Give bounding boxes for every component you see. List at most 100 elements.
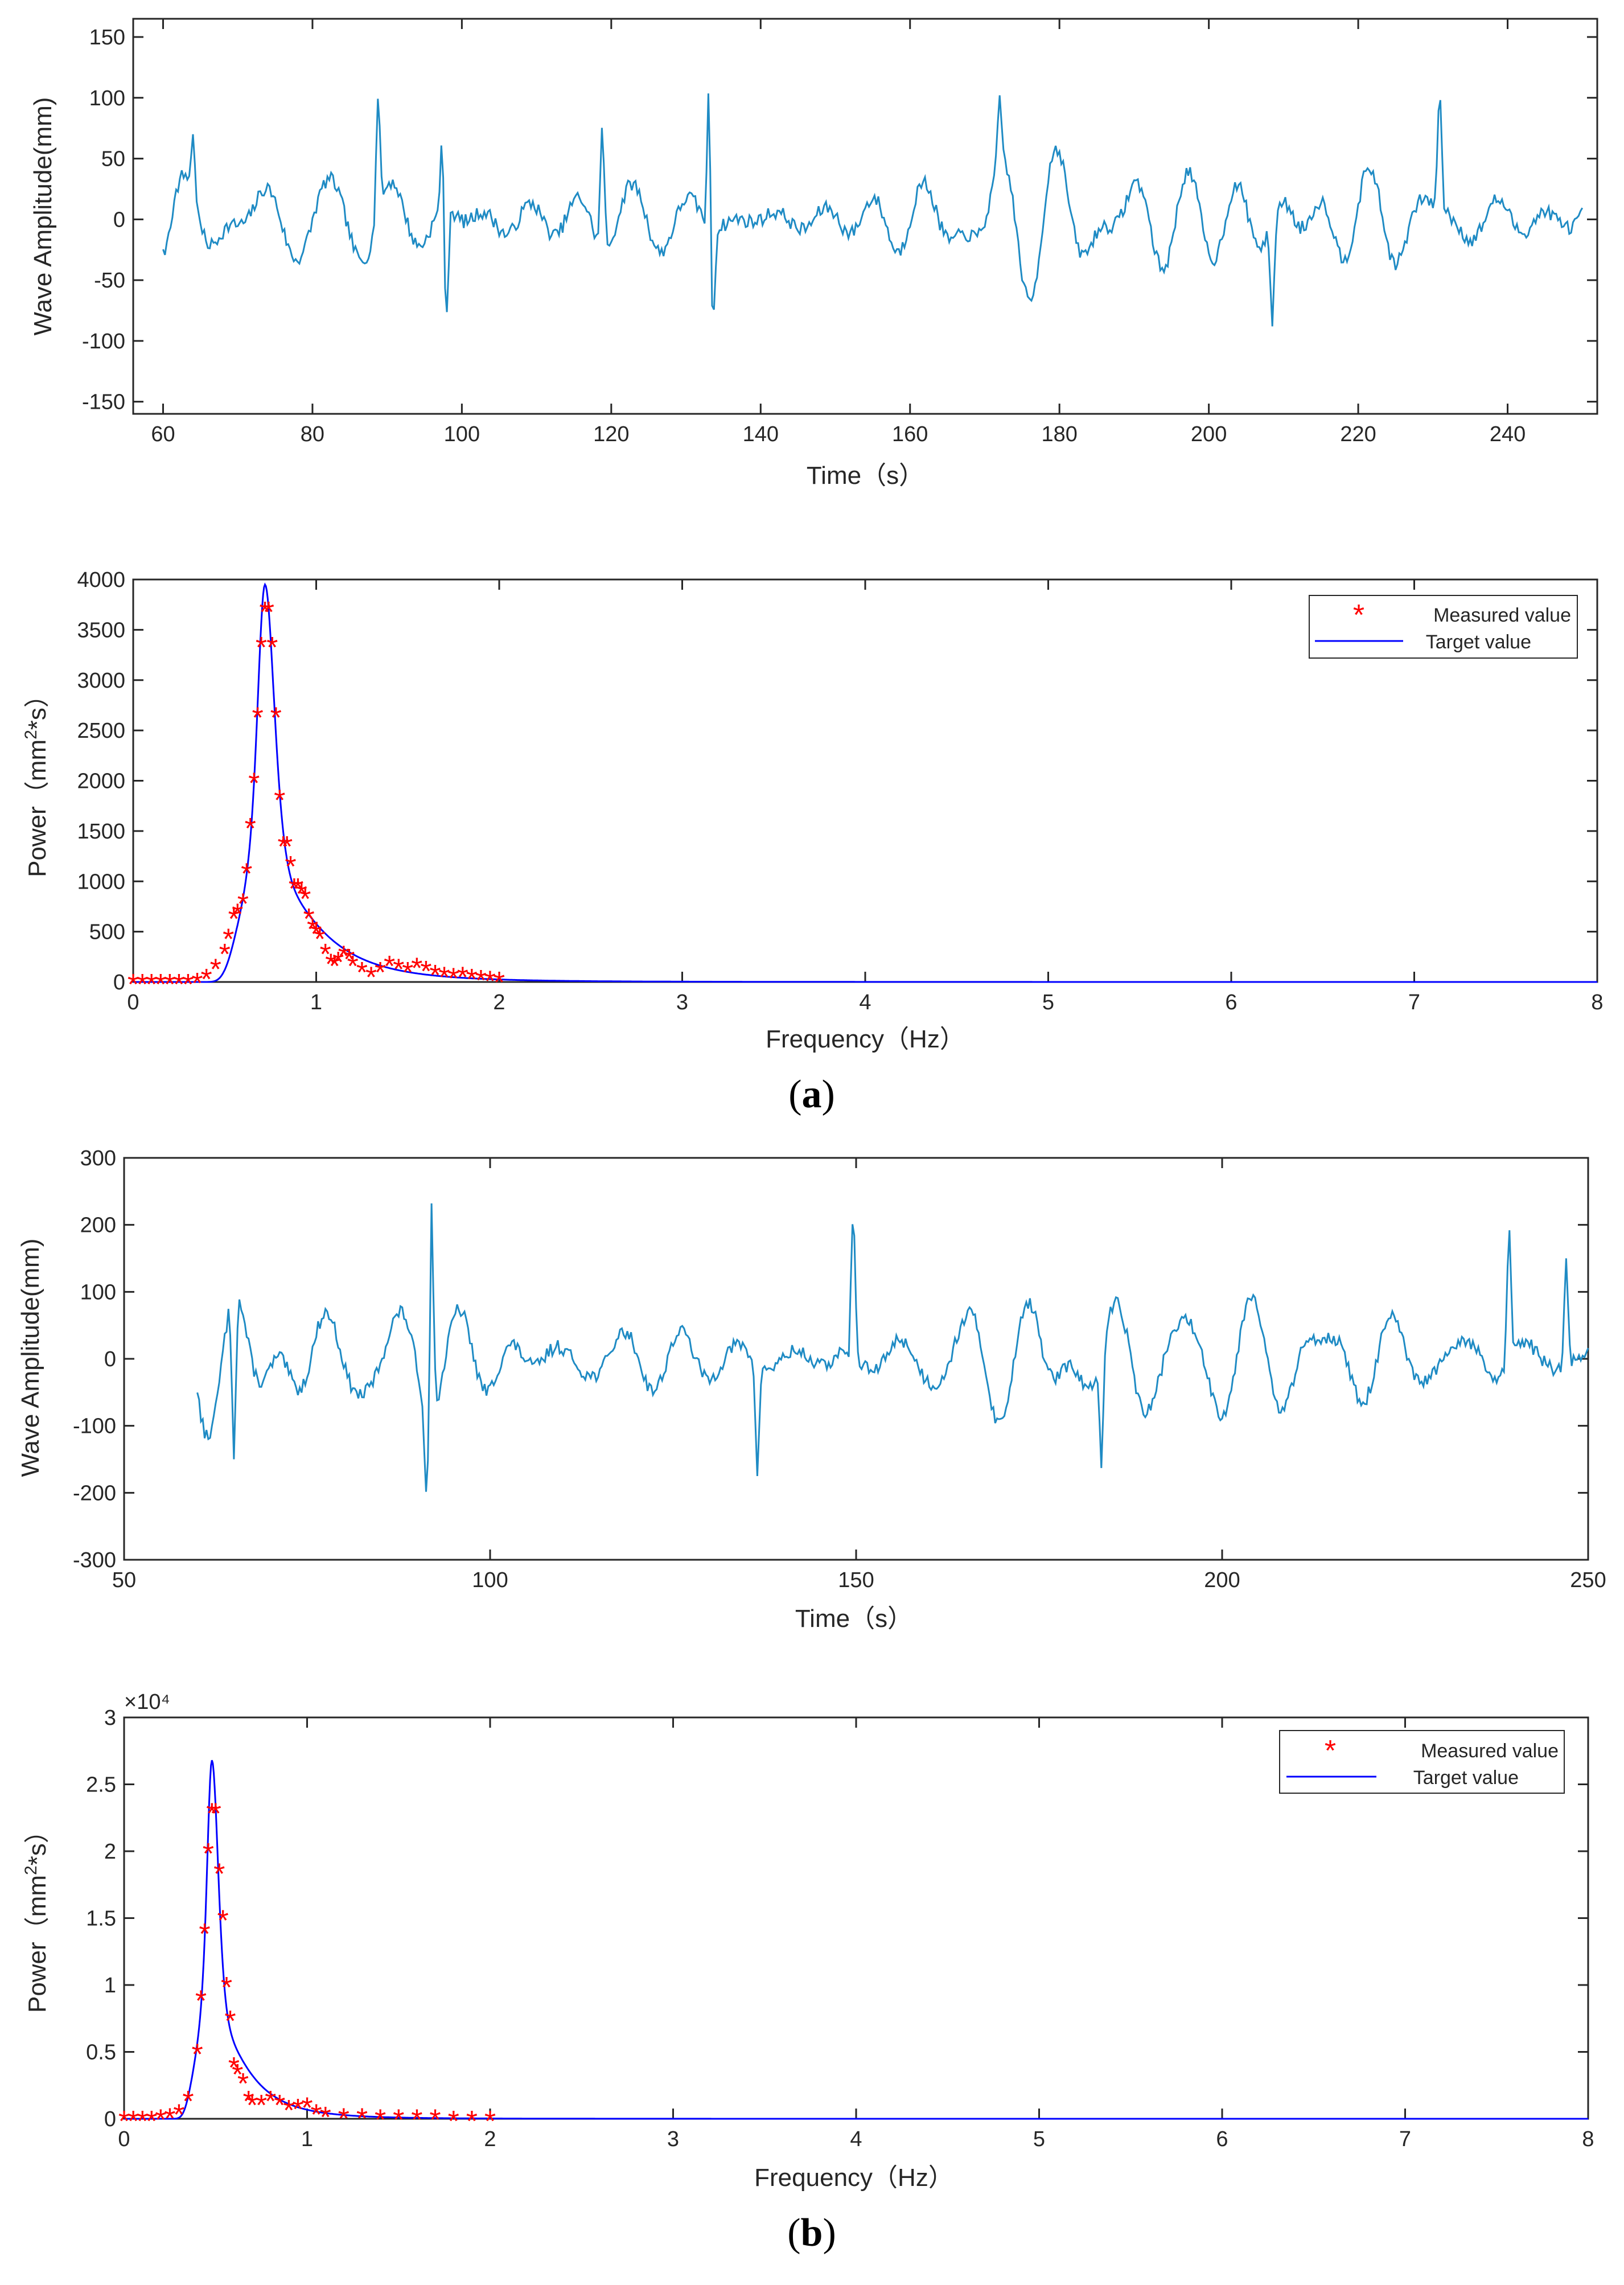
measured-point: * bbox=[210, 954, 221, 987]
legend-label-target: Target value bbox=[1413, 1767, 1519, 1789]
y-axis-label-superscript: 2 bbox=[22, 1865, 40, 1875]
measured-point: * bbox=[384, 950, 395, 983]
measured-point: * bbox=[265, 2085, 276, 2118]
measured-point: * bbox=[228, 2052, 240, 2085]
x-tick-label: 120 bbox=[593, 422, 629, 446]
y-tick-label: 100 bbox=[89, 87, 125, 110]
ticks: 0 1 2 3 4 5 6 7 8 0 0.5 1 1.5 2 2.5 3 bbox=[86, 1706, 1594, 2151]
measured-point: * bbox=[228, 903, 240, 936]
y-tick-label: -50 bbox=[94, 269, 125, 293]
x-tick-label: 4 bbox=[859, 991, 871, 1014]
measured-point: * bbox=[393, 954, 404, 987]
measured-point: * bbox=[448, 2105, 459, 2138]
measured-point: * bbox=[213, 1857, 225, 1891]
x-tick-label: 7 bbox=[1399, 2127, 1411, 2151]
y-tick-label: 50 bbox=[101, 147, 125, 171]
legend-marker-measured: * bbox=[1353, 599, 1364, 632]
measured-point: * bbox=[224, 2005, 236, 2038]
y-tick-label: 1.5 bbox=[86, 1907, 116, 1931]
x-tick-label: 2 bbox=[484, 2127, 496, 2151]
measured-point: * bbox=[242, 2085, 254, 2118]
x-tick-label: 6 bbox=[1225, 991, 1237, 1014]
measured-point: * bbox=[263, 596, 274, 629]
x-axis-label: Frequency（Hz） bbox=[754, 2164, 953, 2192]
measured-point: * bbox=[429, 959, 441, 992]
measured-series-markers: ****************************************… bbox=[128, 596, 505, 1001]
x-tick-label: 3 bbox=[667, 2127, 679, 2151]
y-tick-label: -200 bbox=[73, 1481, 116, 1505]
measured-point: * bbox=[301, 2092, 313, 2125]
measured-point: * bbox=[146, 968, 157, 1001]
measured-point: * bbox=[164, 2102, 175, 2135]
measured-point: * bbox=[223, 923, 234, 956]
measured-point: * bbox=[329, 950, 340, 983]
measured-point: * bbox=[466, 2105, 478, 2138]
measured-point: * bbox=[277, 831, 289, 864]
measured-point: * bbox=[307, 913, 318, 946]
measured-point: * bbox=[356, 956, 368, 989]
measured-point: * bbox=[299, 883, 311, 916]
ticks: 0 1 2 3 4 5 6 7 8 0 500 1000 1500 2000 2500 3000 3500 400… bbox=[77, 568, 1603, 1014]
y-tick-label: 1500 bbox=[77, 820, 125, 844]
measured-point: * bbox=[248, 767, 260, 800]
y-tick-label: 3 bbox=[104, 1706, 116, 1730]
measured-point: * bbox=[484, 965, 496, 998]
chart-a-wave: 60 80 100 120 140 160 180 200 220 240 -150 -100 -50 0… bbox=[29, 18, 1598, 490]
y-axis-label: Power（mm2*s） bbox=[22, 683, 51, 877]
measured-point: * bbox=[420, 955, 431, 988]
y-tick-label: 2000 bbox=[77, 770, 125, 794]
measured-series-markers: ******************************* * * * * * * * * * bbox=[118, 1798, 496, 2139]
x-tick-label: 8 bbox=[1591, 991, 1603, 1014]
legend-marker-measured: * bbox=[1325, 1735, 1336, 1768]
x-tick-label: 1 bbox=[301, 2127, 313, 2151]
measured-point: * bbox=[237, 888, 249, 921]
measured-point: * bbox=[356, 2102, 368, 2135]
x-axis-label: Time（s） bbox=[795, 1605, 912, 1633]
measured-point: * bbox=[199, 1918, 210, 1951]
x-tick-label: 4 bbox=[850, 2127, 862, 2151]
measured-point: * bbox=[118, 2105, 130, 2138]
measured-point: * bbox=[292, 873, 303, 906]
x-axis-label: Frequency（Hz） bbox=[766, 1025, 965, 1053]
caption-b: (b) bbox=[787, 2211, 836, 2255]
measured-point: * bbox=[252, 702, 263, 735]
caption-a-letter: a bbox=[802, 1072, 822, 1116]
legend-label-measured: Measured value bbox=[1433, 605, 1571, 626]
measured-point: * bbox=[173, 968, 184, 1001]
legend: * Measured value Target value bbox=[1279, 1730, 1565, 1794]
target-series-line bbox=[133, 582, 1597, 983]
y-axis-label: Wave Amplitude(mm) bbox=[29, 97, 57, 336]
measured-point: * bbox=[429, 2104, 441, 2137]
y-tick-label: 1000 bbox=[77, 870, 125, 894]
target-series-line bbox=[124, 1760, 1588, 2120]
x-tick-label: 100 bbox=[472, 1568, 508, 1592]
measured-point: * bbox=[128, 968, 139, 1001]
x-tick-label: 50 bbox=[112, 1568, 136, 1592]
measured-point: * bbox=[402, 956, 413, 989]
y-tick-label: 4000 bbox=[77, 568, 125, 592]
measured-point: * bbox=[237, 2068, 249, 2101]
measured-point: * bbox=[256, 631, 267, 664]
measured-point: * bbox=[232, 2058, 243, 2091]
measured-point: * bbox=[200, 963, 212, 996]
measured-point: * bbox=[274, 2089, 285, 2122]
ticks: 60 80 100 120 140 160 180 200 220 240 -150 -100 -50 0… bbox=[82, 19, 1597, 446]
y-tick-label: 3500 bbox=[77, 618, 125, 642]
y-tick-label: -300 bbox=[73, 1548, 116, 1572]
x-tick-label: 160 bbox=[892, 422, 928, 446]
wave-series-line bbox=[162, 93, 1584, 327]
measured-point: * bbox=[210, 1798, 221, 1831]
y-tick-label: 500 bbox=[89, 920, 125, 944]
chart-a-spectrum: 0 1 2 3 4 5 6 7 8 0 500 1000 1500 2000 2500 3000 3500 400… bbox=[22, 568, 1604, 1053]
y-tick-label: 3000 bbox=[77, 669, 125, 693]
measured-point: * bbox=[128, 2105, 139, 2138]
y-tick-label: 300 bbox=[80, 1146, 116, 1170]
measured-point: * bbox=[319, 938, 331, 971]
measured-point: * bbox=[274, 784, 285, 817]
x-tick-label: 1 bbox=[310, 991, 322, 1014]
y-axis-label: Power（mm2*s） bbox=[22, 1818, 51, 2013]
measured-point: * bbox=[411, 952, 422, 985]
y-axis-label-text: Power（mm bbox=[23, 1875, 51, 2013]
y-axis-label-superscript: 2 bbox=[22, 730, 40, 739]
measured-point: * bbox=[393, 2104, 404, 2137]
